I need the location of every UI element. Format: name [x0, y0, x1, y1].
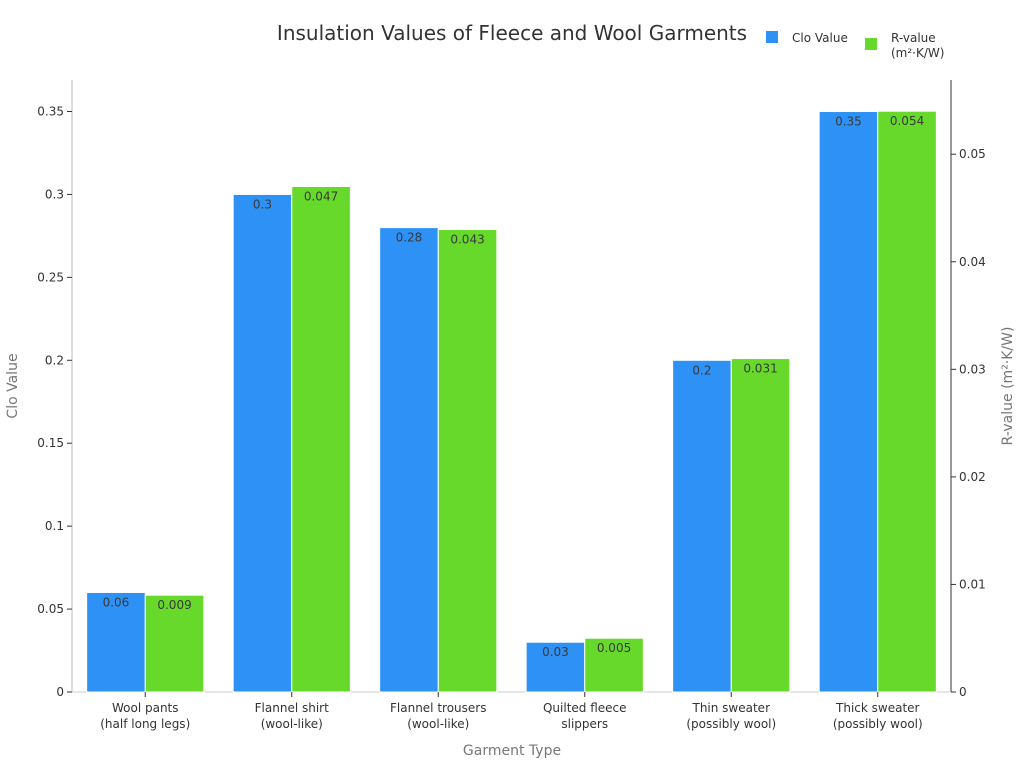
clo-bar-5 [818, 111, 879, 693]
clo-value-label-2: 0.28 [396, 231, 423, 245]
clo-bar-3 [525, 641, 586, 693]
rvalue-value-label-3: 0.005 [597, 641, 631, 655]
category-labels: Wool pants (half long legs) Flannel shirt (… [100, 692, 923, 731]
right-tick-label: 0 [959, 685, 967, 699]
left-tick-label: 0.2 [45, 353, 64, 367]
category-label-4-line0: Thin sweater [691, 701, 770, 715]
rvalue-bar-4 [730, 358, 791, 693]
category-label-3-line0: Quilted fleece [543, 701, 627, 715]
right-tick-label: 0.04 [959, 255, 986, 269]
legend-label-rvalue-line2: (m²·K/W) [891, 46, 944, 60]
left-tick-label: 0.1 [45, 519, 64, 533]
clo-value-label-5: 0.35 [835, 115, 862, 129]
rvalue-bar-3 [584, 637, 644, 693]
bars [86, 110, 937, 693]
category-label-0-line0: Wool pants [112, 701, 179, 715]
rvalue-bar-5 [877, 110, 937, 693]
rvalue-value-label-0: 0.009 [157, 598, 191, 612]
rvalue-value-label-1: 0.047 [304, 189, 338, 203]
legend-swatch-rvalue [865, 38, 877, 50]
clo-value-label-3: 0.03 [542, 645, 569, 659]
left-tick-label: 0 [56, 685, 64, 699]
right-tick-label: 0.03 [959, 362, 986, 376]
left-tick-label: 0.35 [37, 105, 64, 119]
clo-value-label-1: 0.3 [253, 197, 272, 211]
category-label-3-line1: slippers [561, 717, 608, 731]
right-tick-label: 0.05 [959, 147, 986, 161]
legend-label-clo: Clo Value [792, 31, 848, 45]
rvalue-bar-2 [437, 229, 498, 693]
rvalue-value-label-5: 0.054 [890, 114, 924, 128]
left-tick-label: 0.15 [37, 436, 64, 450]
y-axis-left-title: Clo Value [5, 353, 21, 418]
left-tick-label: 0.25 [37, 270, 64, 284]
rvalue-value-label-2: 0.043 [450, 233, 484, 247]
legend-swatch-clo [766, 31, 778, 43]
clo-value-label-4: 0.2 [692, 363, 711, 377]
category-label-1-line0: Flannel shirt [255, 701, 329, 715]
legend-label-rvalue-line1: R-value [891, 31, 936, 45]
rvalue-value-label-4: 0.031 [743, 362, 777, 376]
y-axis-right-title: R-value (m²·K/W) [1000, 327, 1016, 446]
clo-value-label-0: 0.06 [103, 595, 130, 609]
clo-bar-4 [672, 359, 732, 693]
category-label-5-line0: Thick sweater [835, 701, 920, 715]
x-axis-title: Garment Type [463, 743, 561, 759]
left-tick-label: 0.05 [37, 602, 64, 616]
bar-value-labels: 0.06 0.009 0.3 0.047 0.28 0.043 0.03 0.005 0.2 0.… [103, 114, 925, 659]
rvalue-bar-1 [291, 185, 351, 693]
rvalue-bar-0 [144, 594, 205, 693]
clo-bar-1 [232, 193, 293, 693]
category-label-4-line1: (possibly wool) [686, 717, 776, 731]
category-label-0-line1: (half long legs) [100, 717, 190, 731]
right-tick-label: 0.01 [959, 577, 986, 591]
chart-title: Insulation Values of Fleece and Wool Gar… [277, 21, 747, 45]
category-label-5-line1: (possibly wool) [833, 717, 923, 731]
clo-bar-2 [379, 227, 439, 693]
right-axis-ticks: 0 0.01 0.02 0.03 0.04 0.05 [951, 147, 986, 699]
category-label-2-line1: (wool-like) [407, 717, 469, 731]
category-label-2-line0: Flannel trousers [390, 701, 486, 715]
clo-bar-0 [86, 591, 146, 693]
legend: Clo Value R-value (m²·K/W) [766, 31, 944, 60]
left-tick-label: 0.3 [45, 187, 64, 201]
category-label-1-line1: (wool-like) [261, 717, 323, 731]
left-axis-ticks: 0 0.05 0.1 0.15 0.2 0.25 0.3 0.35 [37, 105, 72, 699]
right-tick-label: 0.02 [959, 470, 986, 484]
